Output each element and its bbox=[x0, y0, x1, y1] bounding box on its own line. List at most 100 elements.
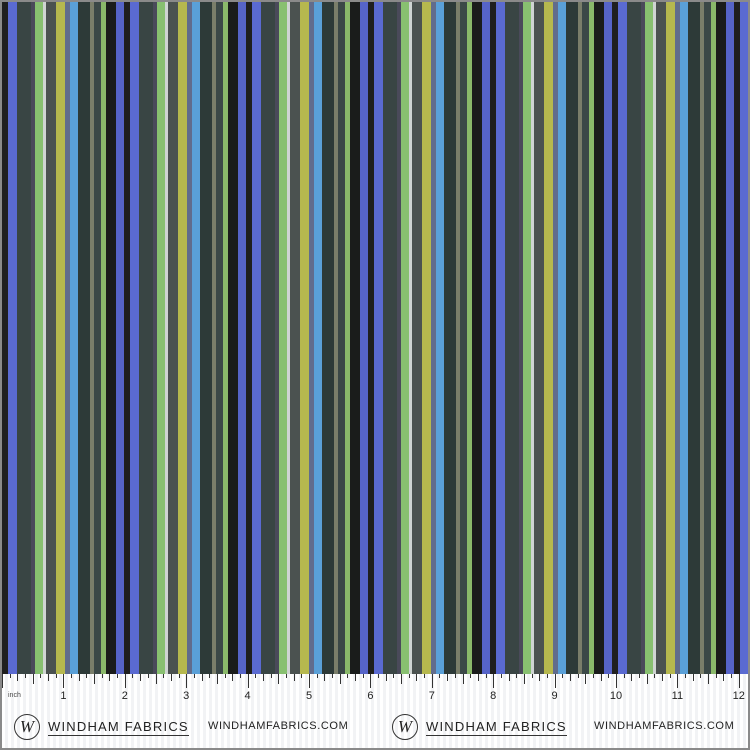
ruler-tick bbox=[262, 674, 264, 681]
ruler-tick bbox=[431, 674, 433, 688]
fabric-stripe bbox=[2, 2, 8, 674]
fabric-stripe bbox=[212, 2, 216, 674]
fabric-stripe bbox=[345, 2, 350, 674]
windham-logo-icon: W bbox=[392, 714, 418, 740]
fabric-stripe bbox=[350, 2, 360, 674]
fabric-stripe bbox=[589, 2, 594, 674]
ruler-tick bbox=[9, 674, 11, 678]
ruler-tick bbox=[124, 674, 126, 688]
fabric-stripe bbox=[168, 2, 178, 674]
ruler-number: 11 bbox=[671, 690, 684, 702]
fabric-stripe bbox=[56, 2, 65, 674]
fabric-stripe bbox=[422, 2, 431, 674]
ruler-tick bbox=[324, 674, 326, 681]
fabric-stripe bbox=[412, 2, 422, 674]
ruler-tick bbox=[101, 674, 103, 678]
ruler-number: 9 bbox=[551, 690, 558, 702]
ruler-tick bbox=[285, 674, 287, 678]
ruler-tick bbox=[193, 674, 195, 678]
ruler-tick bbox=[94, 674, 96, 684]
fabric-stripe bbox=[523, 2, 531, 674]
fabric-stripe bbox=[153, 2, 157, 674]
fabric-stripe bbox=[8, 2, 17, 674]
fabric-stripe bbox=[680, 2, 688, 674]
fabric-stripe bbox=[46, 2, 56, 674]
ruler-tick bbox=[516, 674, 518, 678]
fabric-stripe bbox=[467, 2, 472, 674]
ruler-tick bbox=[132, 674, 134, 678]
fabric-stripe bbox=[472, 2, 482, 674]
ruler-tick bbox=[247, 674, 249, 688]
ruler-unit-label: inch bbox=[8, 692, 21, 699]
ruler-tick bbox=[155, 674, 157, 684]
ruler-tick bbox=[178, 674, 180, 678]
fabric-stripe bbox=[734, 2, 740, 674]
brand-block-right: W WINDHAM FABRICS bbox=[392, 712, 567, 742]
ruler-number: 4 bbox=[244, 690, 251, 702]
ruler-tick bbox=[255, 674, 257, 678]
measurement-ruler: 1 2 3 4 5 6 7 8 9 10 11 12 inch W WINDHAM FABRICS W… bbox=[2, 674, 748, 748]
ruler-tick bbox=[639, 674, 641, 678]
ruler-tick bbox=[278, 674, 280, 684]
ruler-tick bbox=[447, 674, 449, 681]
ruler-tick bbox=[332, 674, 334, 678]
ruler-tick bbox=[209, 674, 211, 678]
ruler-number: 8 bbox=[490, 690, 497, 702]
fabric-stripe bbox=[101, 2, 106, 674]
ruler-tick bbox=[731, 674, 733, 678]
ruler-tick bbox=[485, 674, 487, 678]
ruler-number: 10 bbox=[609, 690, 623, 702]
fabric-stripe bbox=[90, 2, 94, 674]
ruler-tick bbox=[493, 674, 495, 688]
fabric-stripe bbox=[124, 2, 130, 674]
fabric-stripe bbox=[35, 2, 43, 674]
fabric-stripe bbox=[740, 2, 748, 674]
fabric-stripe bbox=[228, 2, 238, 674]
fabric-stripe bbox=[641, 2, 645, 674]
ruler-tick bbox=[201, 674, 203, 681]
ruler-tick bbox=[117, 674, 119, 678]
fabric-stripe bbox=[216, 2, 223, 674]
fabric-stripe bbox=[368, 2, 374, 674]
ruler-tick bbox=[239, 674, 241, 678]
fabric-stripe bbox=[17, 2, 31, 674]
ruler-tick bbox=[462, 674, 464, 684]
ruler-tick bbox=[631, 674, 633, 681]
ruler-tick bbox=[454, 674, 456, 678]
brand-name-right: WINDHAM FABRICS bbox=[426, 718, 567, 736]
ruler-tick bbox=[623, 674, 625, 678]
fabric-stripe bbox=[645, 2, 653, 674]
ruler-number: 2 bbox=[121, 690, 128, 702]
fabric-stripe bbox=[409, 2, 412, 674]
fabric-stripe bbox=[431, 2, 436, 674]
ruler-tick bbox=[523, 674, 525, 684]
ruler-number: 12 bbox=[732, 690, 745, 702]
ruler-tick bbox=[600, 674, 602, 681]
fabric-stripe bbox=[130, 2, 139, 674]
ruler-tick bbox=[140, 674, 142, 681]
fabric-stripe bbox=[444, 2, 456, 674]
ruler-tick bbox=[554, 674, 556, 688]
ruler-tick bbox=[539, 674, 541, 681]
ruler-tick bbox=[55, 674, 57, 678]
fabric-stripe bbox=[178, 2, 187, 674]
fabric-stripe bbox=[279, 2, 287, 674]
fabric-stripe bbox=[666, 2, 675, 674]
fabric-stripe bbox=[106, 2, 116, 674]
ruler-number: 3 bbox=[183, 690, 190, 702]
fabric-stripe bbox=[566, 2, 578, 674]
ruler-tick bbox=[401, 674, 403, 684]
ruler-tick bbox=[669, 674, 671, 678]
fabric-stripe bbox=[65, 2, 70, 674]
ruler-tick bbox=[685, 674, 687, 678]
windham-logo-icon: W bbox=[14, 714, 40, 740]
fabric-stripe bbox=[553, 2, 558, 674]
fabric-stripe bbox=[612, 2, 618, 674]
fabric-stripe bbox=[322, 2, 334, 674]
ruler-tick bbox=[63, 674, 65, 688]
ruler-tick bbox=[424, 674, 426, 678]
ruler-tick bbox=[316, 674, 318, 678]
brand-url-left: WINDHAMFABRICS.COM bbox=[208, 720, 349, 732]
fabric-stripe bbox=[165, 2, 168, 674]
